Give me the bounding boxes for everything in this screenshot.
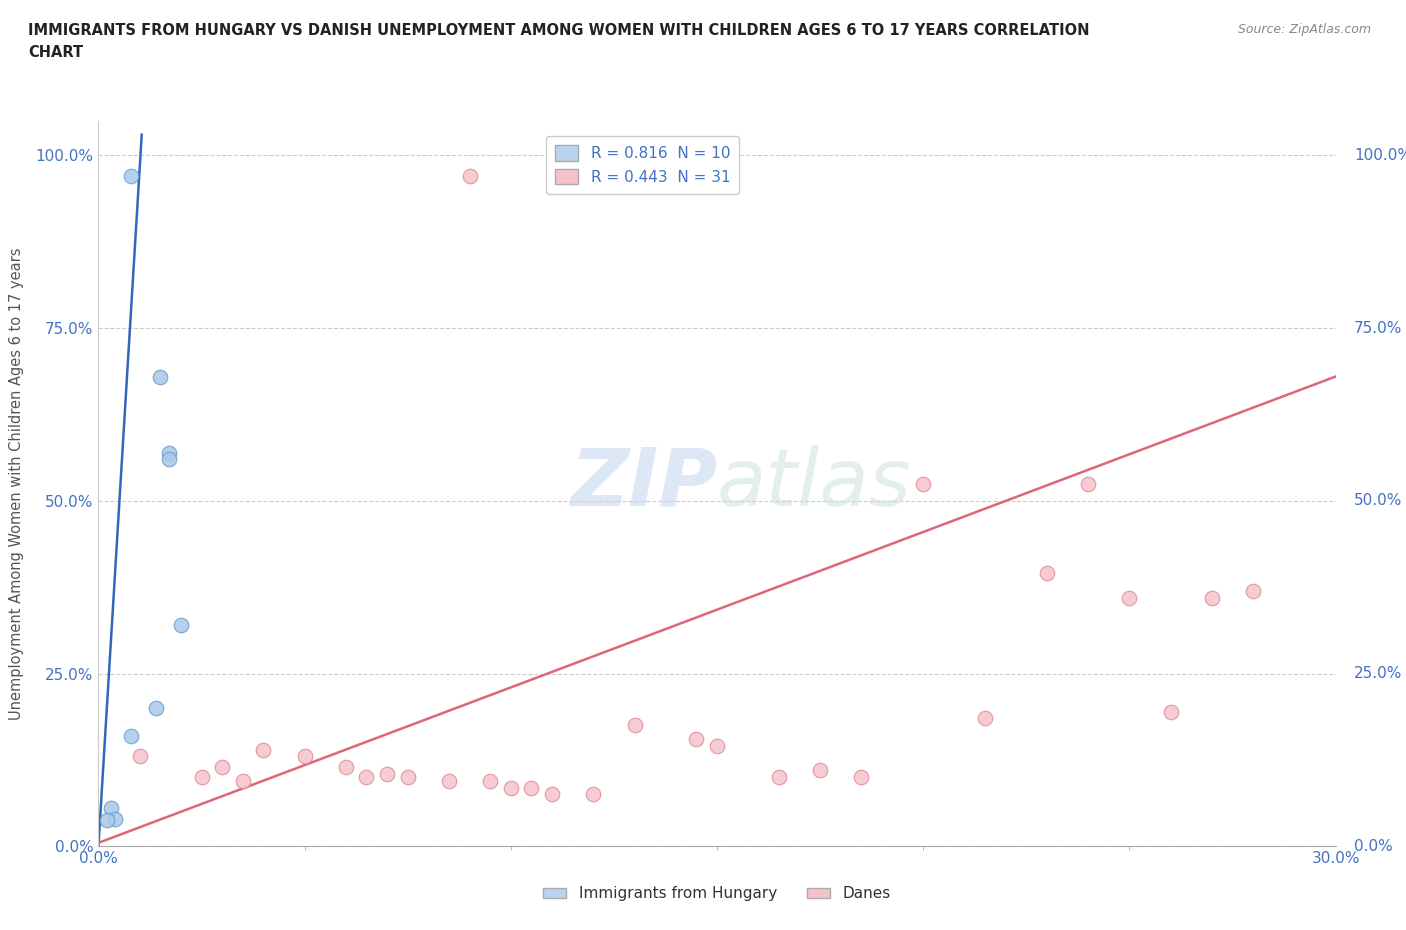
Text: ZIP: ZIP [569,445,717,523]
Point [120,168,142,183]
Point [128,749,150,764]
Text: 100.0%: 100.0% [1354,148,1406,163]
Point [120,728,142,743]
Point [170,618,193,632]
Point [294,749,316,764]
Point [100,801,122,816]
Y-axis label: Unemployment Among Women with Children Ages 6 to 17 years: Unemployment Among Women with Children A… [10,247,24,720]
Point [623,718,645,733]
Point [1160,704,1182,719]
Point [912,476,935,491]
Point [768,770,790,785]
Text: atlas: atlas [717,445,912,523]
Point [1077,476,1099,491]
Point [356,770,378,785]
Point [396,770,419,785]
Point [252,742,274,757]
Point [1036,566,1059,581]
Text: 75.0%: 75.0% [1354,321,1402,336]
Point [479,773,502,788]
Point [541,787,564,802]
Point [437,773,460,788]
Text: IMMIGRANTS FROM HUNGARY VS DANISH UNEMPLOYMENT AMONG WOMEN WITH CHILDREN AGES 6 : IMMIGRANTS FROM HUNGARY VS DANISH UNEMPL… [28,23,1090,38]
Text: 0.0%: 0.0% [1354,839,1393,854]
Point [190,770,212,785]
Legend: Immigrants from Hungary, Danes: Immigrants from Hungary, Danes [537,881,897,908]
Text: 25.0%: 25.0% [1354,666,1402,681]
Point [145,700,167,715]
Point [808,763,831,777]
Point [1201,591,1223,605]
Point [1241,583,1264,598]
Text: Source: ZipAtlas.com: Source: ZipAtlas.com [1237,23,1371,36]
Point [232,773,254,788]
Point [211,760,233,775]
Point [974,711,997,726]
Point [851,770,873,785]
Point [104,811,127,826]
Point [499,780,522,795]
Point [582,787,605,802]
Point [157,452,180,467]
Point [520,780,543,795]
Point [458,168,481,183]
Point [1118,591,1140,605]
Point [706,738,728,753]
Point [375,766,398,781]
Point [96,813,118,828]
Point [685,732,707,747]
Text: CHART: CHART [28,45,83,60]
Point [149,369,172,384]
Text: 50.0%: 50.0% [1354,494,1402,509]
Point [157,445,180,460]
Point [335,760,357,775]
